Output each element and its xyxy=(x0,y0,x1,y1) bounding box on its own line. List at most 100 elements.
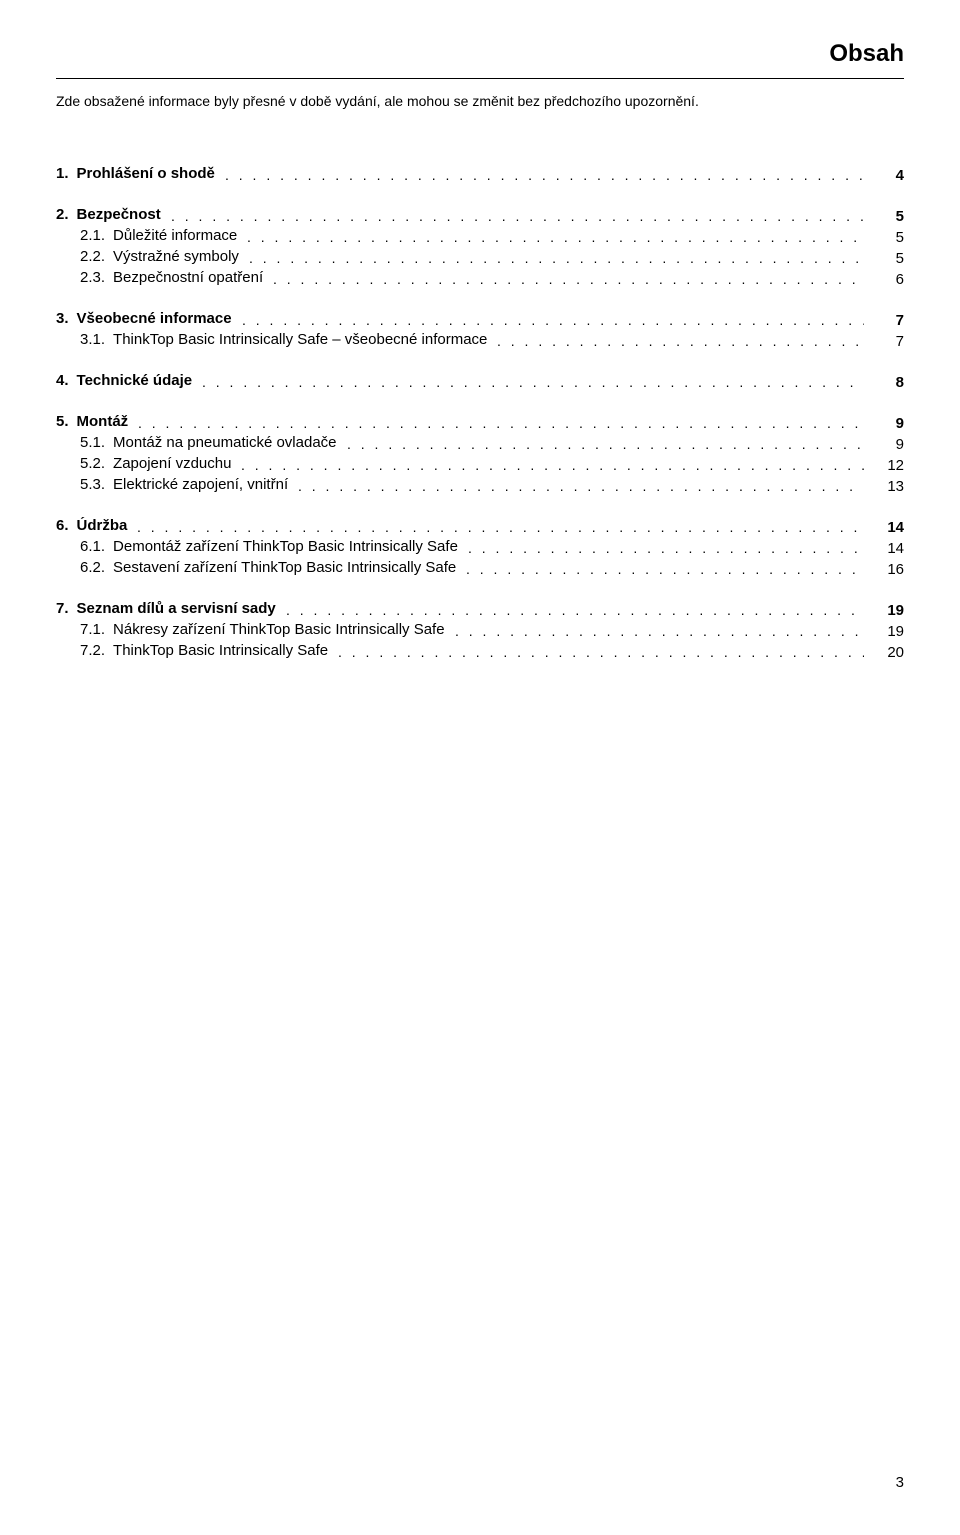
toc-subitem: 7.2. ThinkTop Basic Intrinsically Safe . … xyxy=(56,642,904,663)
toc-num: 2.2. xyxy=(80,248,105,265)
dot-leader: . . . . . . . . . . . . . . . . . . . . … xyxy=(466,559,864,580)
toc-heading-label: 2. Bezpečnost xyxy=(56,206,165,223)
toc-text: ThinkTop Basic Intrinsically Safe xyxy=(113,642,328,659)
toc-pagenum: 5 xyxy=(868,227,904,248)
toc-pagenum: 7 xyxy=(868,310,904,331)
toc-heading-label: 5. Montáž xyxy=(56,413,132,430)
toc-subitem: 6.2. Sestavení zařízení ThinkTop Basic In… xyxy=(56,559,904,580)
toc-subitem: 7.1.Nákresy zařízení ThinkTop Basic Intr… xyxy=(56,621,904,642)
dot-leader: . . . . . . . . . . . . . . . . . . . . … xyxy=(455,621,864,642)
toc-num: 3. xyxy=(56,310,69,327)
toc-subitem: 2.1. Důležité informace . . . . . . . . .… xyxy=(56,227,904,248)
toc-num: 5.2. xyxy=(80,455,105,472)
dot-leader: . . . . . . . . . . . . . . . . . . . . … xyxy=(249,248,864,269)
divider xyxy=(56,78,904,79)
toc-heading: 1. Prohlášení o shodě . . . . . . . . . .… xyxy=(56,165,904,186)
toc-pagenum: 12 xyxy=(868,455,904,476)
dot-leader: . . . . . . . . . . . . . . . . . . . . … xyxy=(137,517,864,538)
toc-sub-label: 6.2. Sestavení zařízení ThinkTop Basic In… xyxy=(56,559,460,576)
dot-leader: . . . . . . . . . . . . . . . . . . . . … xyxy=(247,227,864,248)
toc-section-1: 1. Prohlášení o shodě . . . . . . . . . .… xyxy=(56,165,904,186)
toc-text: Technické údaje xyxy=(77,372,193,389)
toc-num: 7. xyxy=(56,600,69,617)
toc-num: 7.2. xyxy=(80,642,105,659)
toc-text: Bezpečnost xyxy=(77,206,161,223)
toc-num: 5.1. xyxy=(80,434,105,451)
dot-leader: . . . . . . . . . . . . . . . . . . . . … xyxy=(338,642,864,663)
toc-heading-label: 6.Údržba xyxy=(56,517,131,534)
toc-text: Prohlášení o shodě xyxy=(77,165,215,182)
toc-section-7: 7. Seznam dílů a servisní sady . . . . . … xyxy=(56,600,904,663)
toc-text: Důležité informace xyxy=(113,227,237,244)
toc-text: Montáž na pneumatické ovladače xyxy=(113,434,336,451)
toc-heading: 7.Seznam dílů a servisní sady . . . . . … xyxy=(56,600,904,621)
dot-leader: . . . . . . . . . . . . . . . . . . . . … xyxy=(171,206,864,227)
toc-pagenum: 7 xyxy=(868,331,904,352)
toc-pagenum: 9 xyxy=(868,413,904,434)
toc-subitem: 2.2. Výstražné symboly . . . . . . . . . … xyxy=(56,248,904,269)
toc-heading-label: 7. Seznam dílů a servisní sady xyxy=(56,600,280,617)
toc-pagenum: 19 xyxy=(868,600,904,621)
toc-text: Elektrické zapojení, vnitřní xyxy=(113,476,288,493)
toc-sub-label: 6.1.Demontáž zařízení ThinkTop Basic Int… xyxy=(56,538,462,555)
dot-leader: . . . . . . . . . . . . . . . . . . . . … xyxy=(468,538,864,559)
toc-section-5: 5. Montáž . . . . . . . . . . . . . . . .… xyxy=(56,413,904,497)
toc-pagenum: 19 xyxy=(868,621,904,642)
toc-pagenum: 4 xyxy=(868,165,904,186)
toc-text: Seznam dílů a servisní sady xyxy=(77,600,276,617)
toc-num: 5.3. xyxy=(80,476,105,493)
toc-section-2: 2. Bezpečnost . . . . . . . . . . . . . .… xyxy=(56,206,904,290)
toc-num: 2. xyxy=(56,206,69,223)
toc-text: ThinkTop Basic Intrinsically Safe – všeo… xyxy=(113,331,487,348)
toc-pagenum: 14 xyxy=(868,538,904,559)
dot-leader: . . . . . . . . . . . . . . . . . . . . … xyxy=(347,434,864,455)
toc-sub-label: 3.1.ThinkTop Basic Intrinsically Safe – … xyxy=(56,331,491,348)
toc-sub-label: 5.1. Montáž na pneumatické ovladače xyxy=(56,434,341,451)
dot-leader: . . . . . . . . . . . . . . . . . . . . … xyxy=(273,269,864,290)
toc-text: Zapojení vzduchu xyxy=(113,455,231,472)
toc-num: 7.1. xyxy=(80,621,105,638)
toc-section-4: 4.Technické údaje . . . . . . . . . . . … xyxy=(56,372,904,393)
toc-text: Bezpečnostní opatření xyxy=(113,269,263,286)
toc-heading-label: 1. Prohlášení o shodě xyxy=(56,165,219,182)
toc-heading-label: 4.Technické údaje xyxy=(56,372,196,389)
toc-num: 5. xyxy=(56,413,69,430)
page-title: Obsah xyxy=(56,40,904,68)
toc-section-3: 3.Všeobecné informace . . . . . . . . . … xyxy=(56,310,904,352)
dot-leader: . . . . . . . . . . . . . . . . . . . . … xyxy=(242,310,864,331)
dot-leader: . . . . . . . . . . . . . . . . . . . . … xyxy=(497,331,864,352)
toc-pagenum: 14 xyxy=(868,517,904,538)
toc-text: Výstražné symboly xyxy=(113,248,239,265)
toc-num: 1. xyxy=(56,165,69,182)
toc-subitem: 3.1.ThinkTop Basic Intrinsically Safe – … xyxy=(56,331,904,352)
dot-leader: . . . . . . . . . . . . . . . . . . . . … xyxy=(241,455,864,476)
toc-sub-label: 5.3. Elektrické zapojení, vnitřní xyxy=(56,476,292,493)
toc-subitem: 5.2. Zapojení vzduchu . . . . . . . . . .… xyxy=(56,455,904,476)
toc-heading: 5. Montáž . . . . . . . . . . . . . . . .… xyxy=(56,413,904,434)
toc-num: 2.3. xyxy=(80,269,105,286)
toc-heading-label: 3.Všeobecné informace xyxy=(56,310,236,327)
toc-subitem: 5.3. Elektrické zapojení, vnitřní . . . .… xyxy=(56,476,904,497)
toc-text: Sestavení zařízení ThinkTop Basic Intrin… xyxy=(113,559,456,576)
toc-pagenum: 6 xyxy=(868,269,904,290)
toc-sub-label: 2.3. Bezpečnostní opatření xyxy=(56,269,267,286)
dot-leader: . . . . . . . . . . . . . . . . . . . . … xyxy=(225,165,864,186)
toc-heading: 6.Údržba . . . . . . . . . . . . . . . .… xyxy=(56,517,904,538)
dot-leader: . . . . . . . . . . . . . . . . . . . . … xyxy=(138,413,864,434)
toc-text: Montáž xyxy=(77,413,129,430)
toc-pagenum: 8 xyxy=(868,372,904,393)
table-of-contents: 1. Prohlášení o shodě . . . . . . . . . .… xyxy=(56,165,904,663)
page: Obsah Zde obsažené informace byly přesné… xyxy=(0,0,960,1535)
toc-pagenum: 5 xyxy=(868,248,904,269)
toc-num: 6.2. xyxy=(80,559,105,576)
dot-leader: . . . . . . . . . . . . . . . . . . . . … xyxy=(298,476,864,497)
toc-sub-label: 7.1.Nákresy zařízení ThinkTop Basic Intr… xyxy=(56,621,449,638)
toc-sub-label: 2.2. Výstražné symboly xyxy=(56,248,243,265)
toc-sub-label: 7.2. ThinkTop Basic Intrinsically Safe xyxy=(56,642,332,659)
toc-sub-label: 2.1. Důležité informace xyxy=(56,227,241,244)
toc-num: 2.1. xyxy=(80,227,105,244)
dot-leader: . . . . . . . . . . . . . . . . . . . . … xyxy=(202,372,864,393)
toc-heading: 4.Technické údaje . . . . . . . . . . . … xyxy=(56,372,904,393)
toc-pagenum: 16 xyxy=(868,559,904,580)
toc-pagenum: 13 xyxy=(868,476,904,497)
